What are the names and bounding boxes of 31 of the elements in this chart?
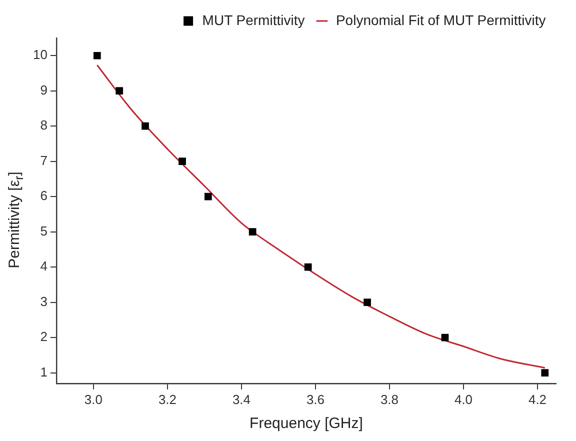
x-tick-label: 3.2	[158, 392, 177, 407]
y-tick-label: 1	[40, 364, 48, 380]
x-tick-label: 3.4	[232, 392, 251, 407]
y-tick-label: 5	[40, 223, 48, 238]
point	[541, 369, 549, 377]
line-series	[96, 64, 546, 369]
point	[441, 334, 449, 342]
y-tick-label: 6	[40, 188, 48, 204]
y-tick-label: 4	[40, 258, 48, 274]
y-tick-label: 9	[40, 82, 48, 98]
legend-label: Polynomial Fit of MUT Permittivity	[336, 12, 546, 28]
x-tick-label: 4.2	[528, 392, 547, 407]
legend-label: MUT Permittivity	[202, 12, 305, 28]
point	[364, 298, 371, 306]
point	[248, 228, 256, 236]
y-tick-label: 7	[40, 152, 48, 168]
point	[178, 158, 186, 166]
x-tick-label: 3.0	[84, 392, 102, 407]
point	[204, 192, 212, 200]
point	[142, 122, 149, 130]
x-axis-title: Frequency [GHz]	[250, 415, 363, 432]
y-tick-label: 2	[40, 329, 48, 344]
x-tick-label: 4.0	[454, 392, 473, 407]
x-tick-label: 3.8	[380, 392, 399, 407]
point	[116, 87, 124, 95]
y-tick-label: 3	[40, 294, 48, 309]
y-tick-label: 8	[40, 118, 48, 133]
point	[93, 52, 101, 60]
y-tick-label: 10	[32, 47, 48, 62]
x-tick-label: 3.6	[306, 392, 325, 407]
point	[304, 263, 312, 271]
